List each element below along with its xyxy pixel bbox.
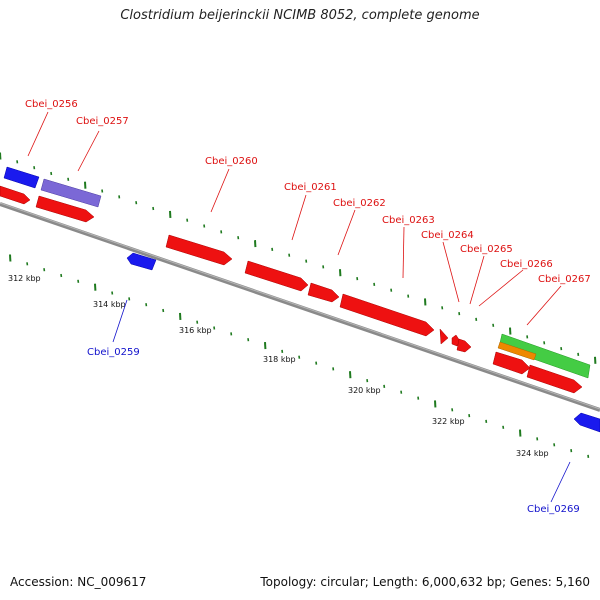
tick-track-bottom [9, 254, 590, 459]
scale-label-322kbp: 322 kbp [432, 417, 465, 426]
gene-label-cbei-0269[interactable]: Cbei_0269 [527, 504, 580, 515]
scale-label-314kbp: 314 kbp [93, 300, 126, 309]
leader-line-cbei-0259 [112, 299, 128, 343]
gene-arrow-cbei-0259[interactable] [126, 252, 157, 271]
leader-line-cbei-0262 [337, 209, 356, 256]
gene-label-cbei-0262[interactable]: Cbei_0262 [333, 198, 386, 209]
gene-label-cbei-0264[interactable]: Cbei_0264 [421, 230, 474, 241]
leader-line-cbei-0267 [526, 285, 562, 326]
leader-line-cbei-0266 [478, 269, 524, 307]
scale-label-316kbp: 316 kbp [179, 326, 212, 335]
genome-backbone [0, 202, 600, 412]
gene-labels: Cbei_0256 Cbei_0257 Cbei_0259 Cbei_0260 … [25, 99, 591, 515]
leader-line-cbei-0263 [402, 226, 405, 279]
gene-label-cbei-0257[interactable]: Cbei_0257 [76, 116, 129, 127]
gene-arrow-cbei-0256[interactable] [3, 166, 40, 189]
gene-arrow-cbei-0263[interactable] [339, 293, 435, 337]
gene-arrow[interactable] [492, 351, 531, 375]
leader-line-cbei-0261 [291, 194, 307, 241]
gene-arrow-cbei-0262[interactable] [307, 282, 340, 303]
leader-line-cbei-0260 [210, 168, 230, 213]
gene-label-cbei-0260[interactable]: Cbei_0260 [205, 156, 258, 167]
gene-arrow-cbei-0257[interactable] [40, 178, 102, 208]
gene-arrow-orange[interactable] [497, 341, 537, 361]
gene-arrow[interactable] [35, 195, 95, 223]
topology-text: Topology: circular; Length: 6,000,632 bp… [260, 575, 590, 589]
gene-label-cbei-0263[interactable]: Cbei_0263 [382, 215, 435, 226]
gene-features [0, 166, 600, 433]
scale-label-318kbp: 318 kbp [263, 355, 296, 364]
gene-arrow-cbei-0266[interactable] [456, 338, 472, 353]
gene-arrow-cbei-0261[interactable] [244, 260, 309, 292]
label-leader-lines [27, 111, 571, 503]
leader-line-cbei-0257 [77, 130, 100, 172]
page-title: Clostridium beijerinckii NCIMB 8052, com… [120, 8, 480, 23]
gene-arrow-cbei-0260[interactable] [165, 234, 233, 266]
leader-line-cbei-0256 [27, 111, 49, 157]
gene-label-cbei-0259[interactable]: Cbei_0259 [87, 347, 140, 358]
scale-label-312kbp: 312 kbp [8, 274, 41, 283]
gene-arrow-cbei-0269[interactable] [573, 412, 600, 433]
gene-label-cbei-0266[interactable]: Cbei_0266 [500, 259, 553, 270]
gene-label-cbei-0265[interactable]: Cbei_0265 [460, 244, 513, 255]
gene-label-cbei-0267[interactable]: Cbei_0267 [538, 274, 591, 285]
leader-line-cbei-0264 [442, 241, 460, 303]
leader-line-cbei-0269 [550, 461, 571, 503]
leader-line-cbei-0265 [469, 255, 485, 305]
gene-label-cbei-0256[interactable]: Cbei_0256 [25, 99, 78, 110]
tick-track-top [0, 152, 597, 364]
scale-label-320kbp: 320 kbp [348, 386, 381, 395]
scale-label-324kbp: 324 kbp [516, 449, 549, 458]
gene-arrow-cbei-0264[interactable] [439, 328, 449, 345]
gene-label-cbei-0261[interactable]: Cbei_0261 [284, 182, 337, 193]
gene-arrow[interactable] [0, 185, 31, 205]
gene-arrow[interactable] [526, 364, 583, 394]
accession-text: Accession: NC_009617 [10, 575, 147, 589]
genome-backbone-highlight [0, 202, 600, 410]
